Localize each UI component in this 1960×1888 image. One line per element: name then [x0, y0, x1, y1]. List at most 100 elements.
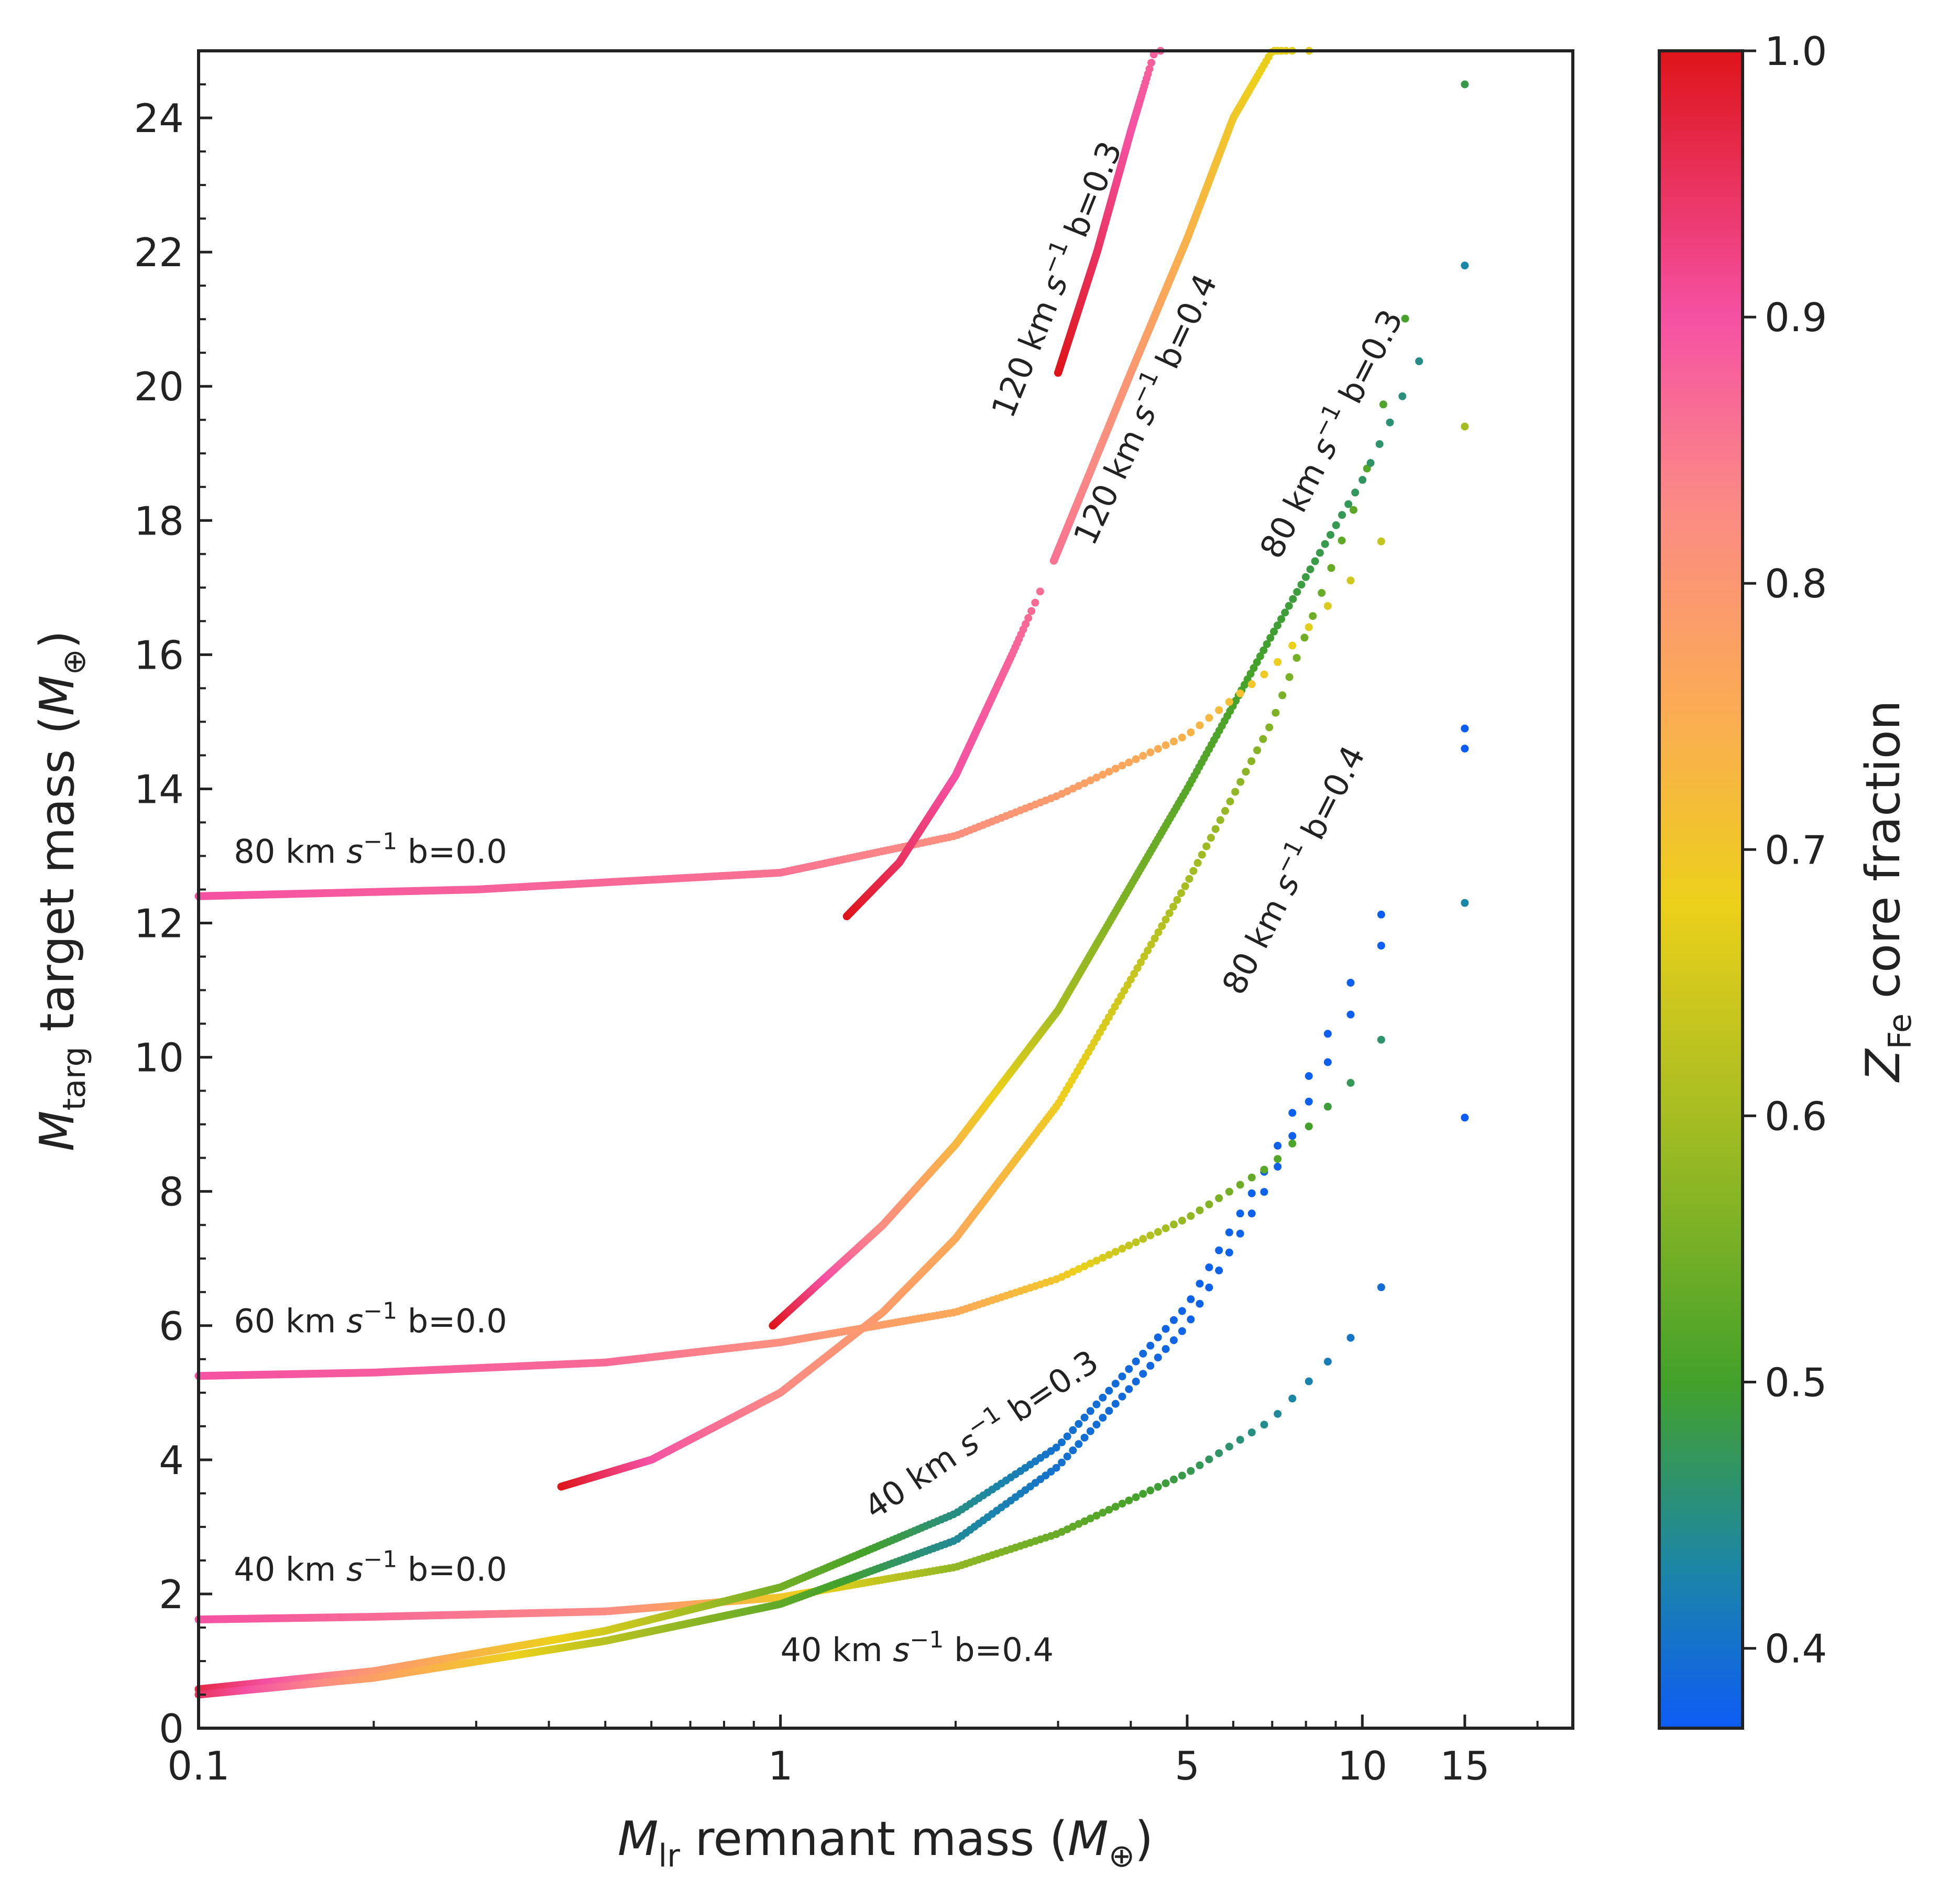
colorbar-tick-label: 0.4 [1765, 1626, 1827, 1672]
data-point [1205, 714, 1213, 722]
data-point [1118, 1500, 1126, 1508]
y-tick-label: 20 [134, 364, 184, 410]
data-point [1099, 1509, 1107, 1517]
y-tick-label: 24 [134, 95, 184, 141]
data-point [1092, 1421, 1101, 1429]
data-point [1305, 1072, 1313, 1080]
data-point [1052, 1464, 1060, 1472]
data-point [1346, 978, 1355, 987]
data-point [1178, 1471, 1186, 1480]
data-point [1169, 1220, 1178, 1229]
data-point [1080, 779, 1089, 788]
data-point [1075, 782, 1083, 790]
data-point [1139, 1349, 1147, 1358]
data-point [1063, 1432, 1071, 1440]
data-point [1306, 565, 1315, 573]
data-point [1377, 1035, 1385, 1044]
data-point [1351, 488, 1360, 497]
data-point [1202, 842, 1211, 850]
data-point [1132, 1493, 1140, 1501]
data-point [1461, 261, 1469, 270]
series-5 [769, 261, 1469, 1330]
series-1 [194, 724, 1469, 1694]
series-4 [557, 80, 1469, 1491]
data-point [1215, 1267, 1223, 1274]
data-point [1139, 1370, 1147, 1378]
data-point [1086, 1427, 1094, 1435]
data-point [1132, 755, 1140, 763]
data-point [1111, 1400, 1120, 1408]
data-point [1178, 1307, 1186, 1315]
data-point [1247, 1209, 1256, 1218]
series-3 [194, 899, 1469, 1380]
data-point [1069, 1426, 1077, 1434]
data-point [1154, 1354, 1162, 1362]
series-9 [1054, 47, 1165, 377]
y-tick-label: 22 [134, 230, 184, 276]
data-point [1105, 1387, 1113, 1395]
x-axis-label: Mlr remnant mass (M⊕) [618, 1811, 1153, 1874]
data-point [1118, 1372, 1126, 1381]
data-point [1024, 614, 1033, 622]
data-point [1253, 658, 1261, 667]
series-layer [194, 47, 1469, 1699]
data-point [1162, 1345, 1170, 1353]
data-point [1215, 1246, 1223, 1254]
data-point [1125, 1365, 1133, 1373]
data-point [1305, 1097, 1313, 1106]
data-point [1270, 627, 1278, 636]
data-point [1187, 1315, 1195, 1324]
data-point [1075, 1265, 1083, 1273]
data-point [1177, 889, 1185, 897]
data-point [1377, 910, 1385, 919]
data-point [1205, 1200, 1213, 1208]
data-point [1260, 670, 1268, 679]
data-point [1105, 1251, 1113, 1259]
data-point [1274, 658, 1282, 666]
data-point [1226, 798, 1234, 805]
data-point [1259, 735, 1267, 743]
data-point [1169, 1316, 1178, 1324]
data-point [1461, 422, 1469, 431]
data-point [1300, 634, 1309, 642]
data-point [1288, 641, 1297, 650]
data-point [1086, 1407, 1094, 1415]
data-point [1111, 765, 1120, 773]
data-point [1273, 621, 1282, 629]
data-point [1349, 506, 1357, 514]
data-point [1075, 1440, 1083, 1448]
data-point [1256, 652, 1264, 660]
data-point [1263, 640, 1271, 648]
data-point [1225, 1443, 1233, 1451]
data-point [1323, 1358, 1332, 1366]
data-point [1278, 691, 1287, 700]
data-point [1158, 922, 1166, 930]
data-point [1386, 418, 1394, 427]
data-point [1036, 587, 1044, 596]
colorbar-tick-label: 0.5 [1765, 1359, 1827, 1405]
data-point [1272, 708, 1280, 717]
data-point [1187, 1295, 1195, 1303]
data-point [1236, 1209, 1244, 1218]
data-point [1216, 816, 1224, 824]
data-point [1305, 623, 1313, 631]
y-tick-label: 2 [159, 1571, 184, 1618]
data-point [1031, 598, 1039, 607]
data-point [1111, 1380, 1120, 1388]
data-point [1274, 1162, 1282, 1171]
data-point [1247, 1189, 1256, 1197]
data-point [1139, 1490, 1147, 1498]
colorbar-gradient [1658, 49, 1744, 1730]
colorbar-tick-label: 0.7 [1765, 827, 1827, 873]
data-point [1247, 1173, 1256, 1182]
data-point [1075, 1520, 1083, 1528]
data-point [1169, 1336, 1178, 1345]
data-point [1162, 1325, 1170, 1333]
series-6 [194, 422, 1469, 900]
data-point [1132, 1378, 1140, 1385]
data-point [1277, 615, 1285, 623]
data-point [1187, 1212, 1195, 1220]
data-point [1146, 748, 1155, 757]
data-point [1080, 1434, 1089, 1442]
